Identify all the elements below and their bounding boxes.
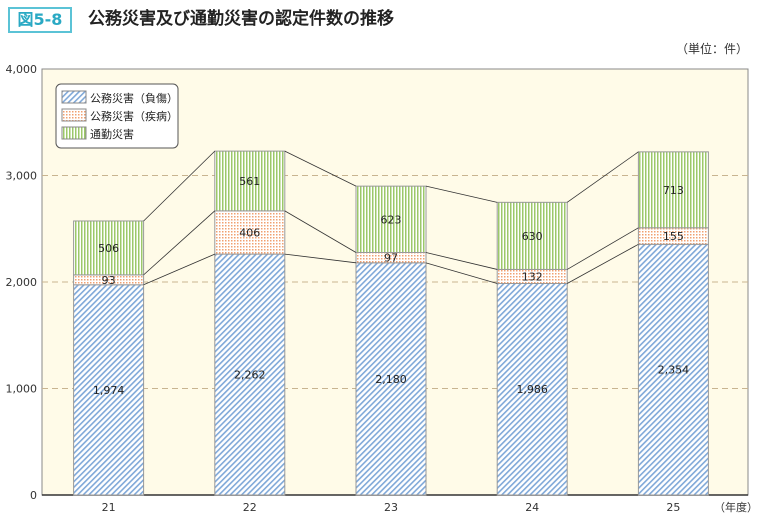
legend-label: 公務災害（負傷）	[90, 91, 178, 105]
bar-segment	[637, 243, 709, 496]
connector-line	[143, 210, 216, 276]
x-tick-label: 21	[102, 501, 116, 514]
data-label: 561	[239, 175, 260, 188]
data-label: 406	[239, 226, 260, 239]
connector-line	[566, 227, 639, 270]
legend-swatch	[61, 126, 87, 140]
y-tick-label: 0	[30, 489, 37, 502]
data-label: 2,354	[658, 364, 690, 377]
bar-segment	[355, 262, 427, 496]
connector-line	[567, 243, 639, 284]
data-label: 623	[381, 213, 402, 226]
bar-segment	[73, 284, 145, 496]
bar-segment	[496, 201, 568, 270]
connector-line	[425, 252, 498, 270]
x-axis-label: （年度）	[714, 500, 758, 514]
bar-segment	[214, 150, 286, 212]
figure-label: 図5-8	[8, 7, 72, 33]
x-tick-label: 22	[243, 501, 257, 514]
legend-swatch	[61, 90, 87, 104]
bar-segment	[73, 220, 145, 276]
connector-line	[284, 150, 357, 187]
x-tick-label: 23	[384, 501, 398, 514]
data-label: 506	[98, 242, 119, 255]
data-label: 155	[663, 230, 684, 243]
data-label: 713	[663, 184, 684, 197]
legend-swatch	[61, 108, 87, 122]
bar-segment	[214, 253, 286, 496]
bar-segment	[355, 185, 427, 253]
y-tick-label: 2,000	[6, 276, 38, 289]
data-label: 132	[522, 270, 543, 283]
bar-segment	[637, 151, 709, 229]
connector-line	[284, 210, 357, 253]
bar-segment	[214, 210, 286, 255]
connector-line	[143, 150, 216, 222]
bar-segment	[496, 282, 568, 496]
x-tick-label: 25	[666, 501, 680, 514]
data-label: 2,262	[234, 369, 266, 382]
unit-label: （単位：件）	[675, 42, 748, 56]
x-tick-label: 24	[525, 501, 539, 514]
data-label: 97	[384, 252, 398, 265]
y-tick-label: 3,000	[6, 170, 38, 183]
legend-label: 公務災害（疾病）	[90, 109, 178, 123]
data-label: 1,974	[93, 384, 125, 397]
legend-label: 通勤災害	[90, 127, 134, 141]
connector-line	[566, 151, 639, 203]
data-label: 2,180	[375, 373, 407, 386]
y-tick-label: 4,000	[6, 63, 38, 76]
connector-line	[284, 253, 357, 264]
y-tick-label: 1,000	[6, 383, 38, 396]
connector-line	[425, 185, 498, 203]
data-label: 1,986	[516, 383, 548, 396]
chart-title: 公務災害及び通勤災害の認定件数の推移	[88, 9, 394, 29]
data-label: 630	[522, 230, 543, 243]
connector-line	[425, 262, 498, 284]
data-label: 93	[102, 274, 116, 287]
connector-line	[143, 253, 215, 286]
